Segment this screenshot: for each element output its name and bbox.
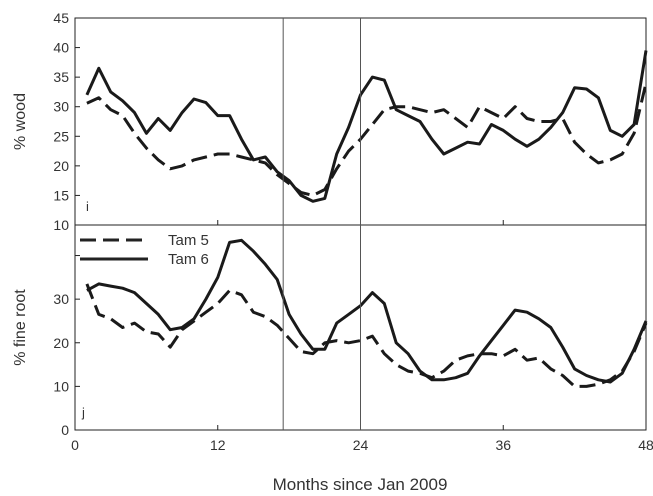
panel-fine-root-label: j xyxy=(81,405,85,420)
y-tick-label: 25 xyxy=(53,128,69,144)
y-tick-label: 20 xyxy=(53,335,69,351)
panel-fine-root-ylabel: % fine root xyxy=(12,289,29,366)
panel-wood: % wood i 10 15 20 25 30 35 40 45 xyxy=(12,10,648,233)
x-tick-label: 0 xyxy=(71,437,79,453)
y-tick-label: 45 xyxy=(53,10,69,26)
x-tick-label: 24 xyxy=(353,437,369,453)
y-tick-label: 0 xyxy=(61,422,69,438)
y-tick-label: 30 xyxy=(53,291,69,307)
y-tick-label: 10 xyxy=(53,378,69,394)
series-line-tam6 xyxy=(86,238,648,384)
series-line-tam5 xyxy=(86,82,648,197)
x-axis-label: Months since Jan 2009 xyxy=(273,475,448,494)
panel-wood-ticks: 10 15 20 25 30 35 40 45 xyxy=(53,10,647,233)
series-line-tam5 xyxy=(85,283,648,388)
reference-lines xyxy=(282,18,361,430)
panel-wood-series xyxy=(85,50,648,203)
legend: Tam 5 Tam 6 xyxy=(80,232,209,268)
y-tick-label: 30 xyxy=(53,99,69,115)
x-tick-label: 12 xyxy=(210,437,226,453)
legend-label-tam6: Tam 6 xyxy=(168,251,209,268)
panel-fine-root-ticks: 0 10 20 30 0 12 24 36 48 xyxy=(53,255,653,453)
y-tick-label: 40 xyxy=(53,40,69,56)
panel-wood-ylabel: % wood xyxy=(12,93,29,150)
x-tick-label: 48 xyxy=(638,437,653,453)
y-tick-label: 15 xyxy=(53,187,69,203)
series-line-tam6 xyxy=(85,50,648,203)
x-tick-label: 36 xyxy=(495,437,511,453)
legend-label-tam5: Tam 5 xyxy=(168,232,209,249)
panel-wood-label: i xyxy=(86,199,89,214)
panel-fine-root-series xyxy=(85,238,648,388)
y-tick-label: 20 xyxy=(53,158,69,174)
y-tick-label: 10 xyxy=(53,217,69,233)
y-tick-label: 35 xyxy=(53,69,69,85)
